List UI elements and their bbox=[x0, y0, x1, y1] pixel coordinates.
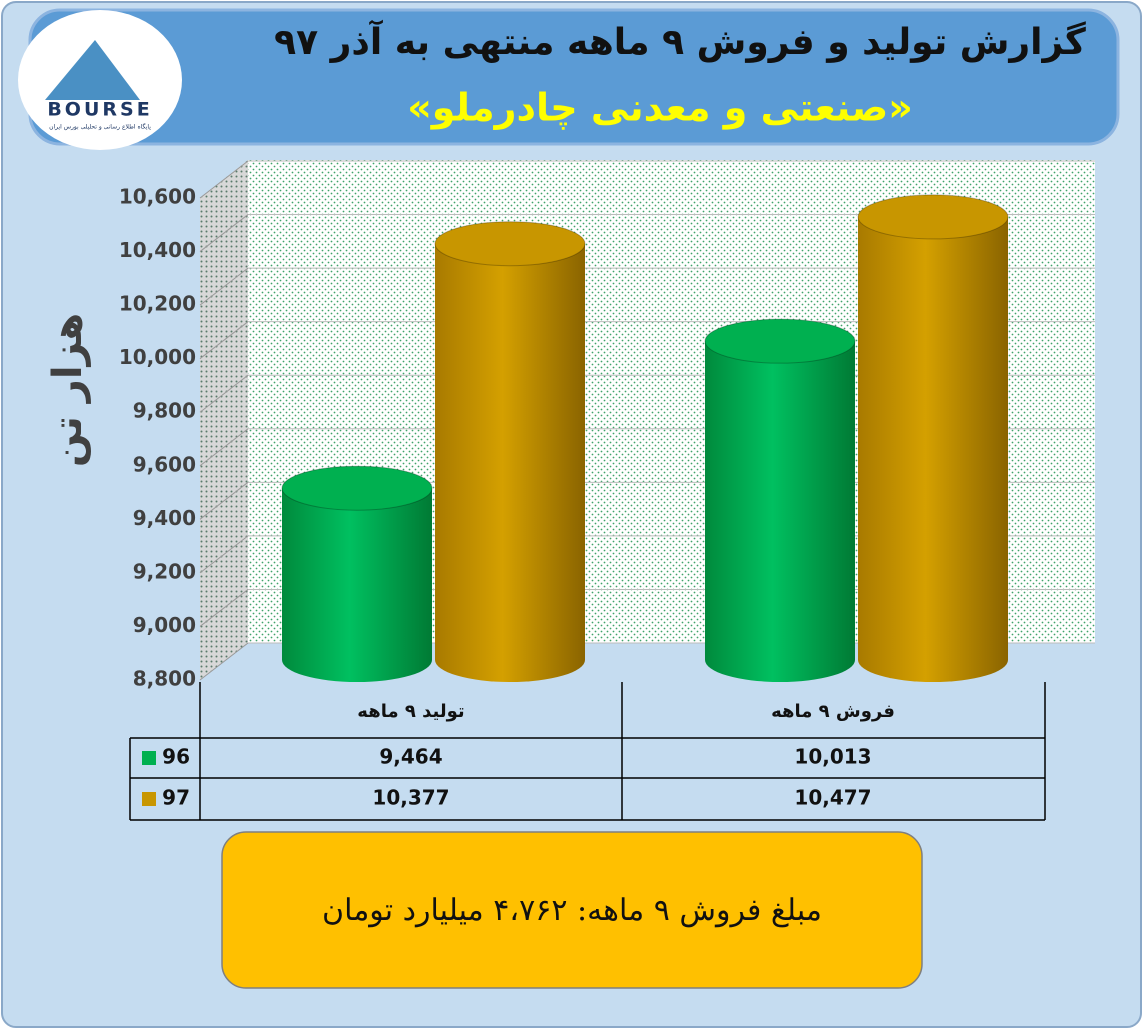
table-value: 10,013 bbox=[794, 745, 871, 769]
grid-line-side bbox=[199, 428, 249, 467]
x-tick-label: فروش ۹ ماهه bbox=[771, 701, 895, 722]
cylinder-body bbox=[435, 243, 585, 682]
grid-line-side bbox=[199, 481, 249, 520]
grid-line-side bbox=[199, 535, 249, 574]
y-tick-label: 9,000 bbox=[133, 613, 196, 637]
logo-icon bbox=[45, 40, 140, 100]
y-tick-label: 10,000 bbox=[119, 345, 196, 369]
table-value: 10,477 bbox=[794, 786, 871, 810]
cylinder-top bbox=[434, 221, 586, 267]
grid-line-side bbox=[199, 214, 249, 252]
y-tick-label: 10,200 bbox=[119, 292, 196, 316]
legend-swatch bbox=[142, 751, 156, 765]
annotation-box bbox=[221, 831, 923, 989]
grid-line-side bbox=[199, 589, 249, 627]
grid-line-side bbox=[199, 267, 249, 306]
x-tick-label: تولید ۹ ماهه bbox=[357, 701, 464, 722]
table-value: 9,464 bbox=[379, 745, 442, 769]
y-tick-label: 9,400 bbox=[133, 506, 196, 530]
annotation: مبلغ فروش ۹ ماهه: ۴،۷۶۲ میلیارد تومان bbox=[322, 893, 822, 928]
legend-label: 97 bbox=[162, 786, 190, 810]
chart-title: گزارش تولید و فروش ۹ ماهه منتهی به آذر ۹… bbox=[274, 19, 1086, 63]
legend-label: 96 bbox=[162, 745, 190, 769]
logo-caption: پایگاه اطلاع رسانی و تحلیلی بورس ایران bbox=[49, 123, 151, 131]
logo-text: BOURSE bbox=[47, 99, 152, 121]
y-tick-label: 10,600 bbox=[119, 185, 196, 209]
grid-line-side bbox=[199, 642, 249, 681]
chart-subtitle: «صنعتی و معدنی چادرملو» bbox=[407, 86, 913, 131]
y-tick-label: 9,800 bbox=[133, 399, 196, 423]
y-tick-label: 10,400 bbox=[119, 238, 196, 262]
y-tick-label: 9,200 bbox=[133, 559, 196, 583]
cylinder-body bbox=[705, 341, 855, 682]
cylinder-top bbox=[857, 194, 1009, 240]
grid-line-side bbox=[199, 374, 249, 413]
cylinder-body bbox=[282, 488, 432, 682]
legend-swatch bbox=[142, 792, 156, 806]
y-tick-label: 8,800 bbox=[133, 667, 196, 691]
cylinder-top bbox=[704, 318, 856, 364]
side-wall bbox=[200, 160, 248, 680]
grid-line-side bbox=[199, 321, 249, 360]
grid-line-side bbox=[199, 160, 249, 199]
table-value: 10,377 bbox=[372, 786, 449, 810]
y-axis-label: هزار تن bbox=[45, 313, 91, 467]
table-lines bbox=[129, 682, 1046, 821]
cylinder-body bbox=[858, 216, 1008, 683]
y-tick-label: 9,600 bbox=[133, 452, 196, 476]
cylinder-top bbox=[281, 465, 433, 511]
